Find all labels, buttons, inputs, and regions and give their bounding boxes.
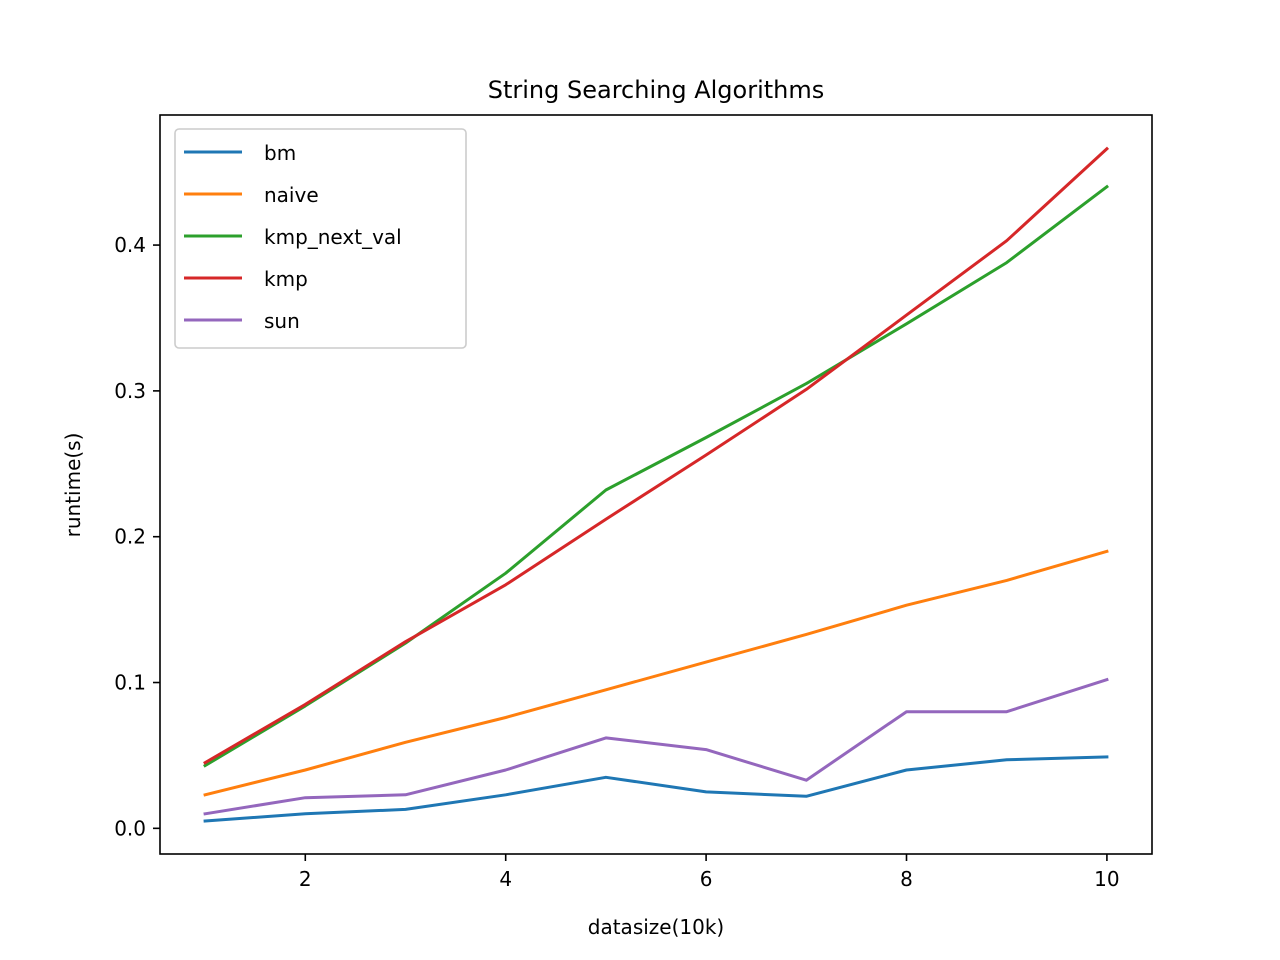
x-tick-label: 2 xyxy=(299,867,312,891)
legend-label-kmp-next-val: kmp_next_val xyxy=(264,225,402,249)
x-tick-label: 10 xyxy=(1094,867,1119,891)
chart-title: String Searching Algorithms xyxy=(488,76,825,104)
y-tick-label: 0.3 xyxy=(114,379,146,403)
x-axis-label: datasize(10k) xyxy=(588,915,724,939)
y-tick-label: 0.4 xyxy=(114,233,146,257)
y-tick-label: 0.1 xyxy=(114,671,146,695)
y-tick-label: 0.2 xyxy=(114,525,146,549)
legend-label-naive: naive xyxy=(264,183,319,207)
x-tick-label: 6 xyxy=(700,867,713,891)
legend-label-kmp: kmp xyxy=(264,267,308,291)
legend-label-sun: sun xyxy=(264,309,300,333)
legend-label-bm: bm xyxy=(264,141,296,165)
y-axis-label: runtime(s) xyxy=(61,433,85,538)
x-tick-label: 4 xyxy=(499,867,512,891)
x-tick-label: 8 xyxy=(900,867,913,891)
y-tick-label: 0.0 xyxy=(114,816,146,840)
